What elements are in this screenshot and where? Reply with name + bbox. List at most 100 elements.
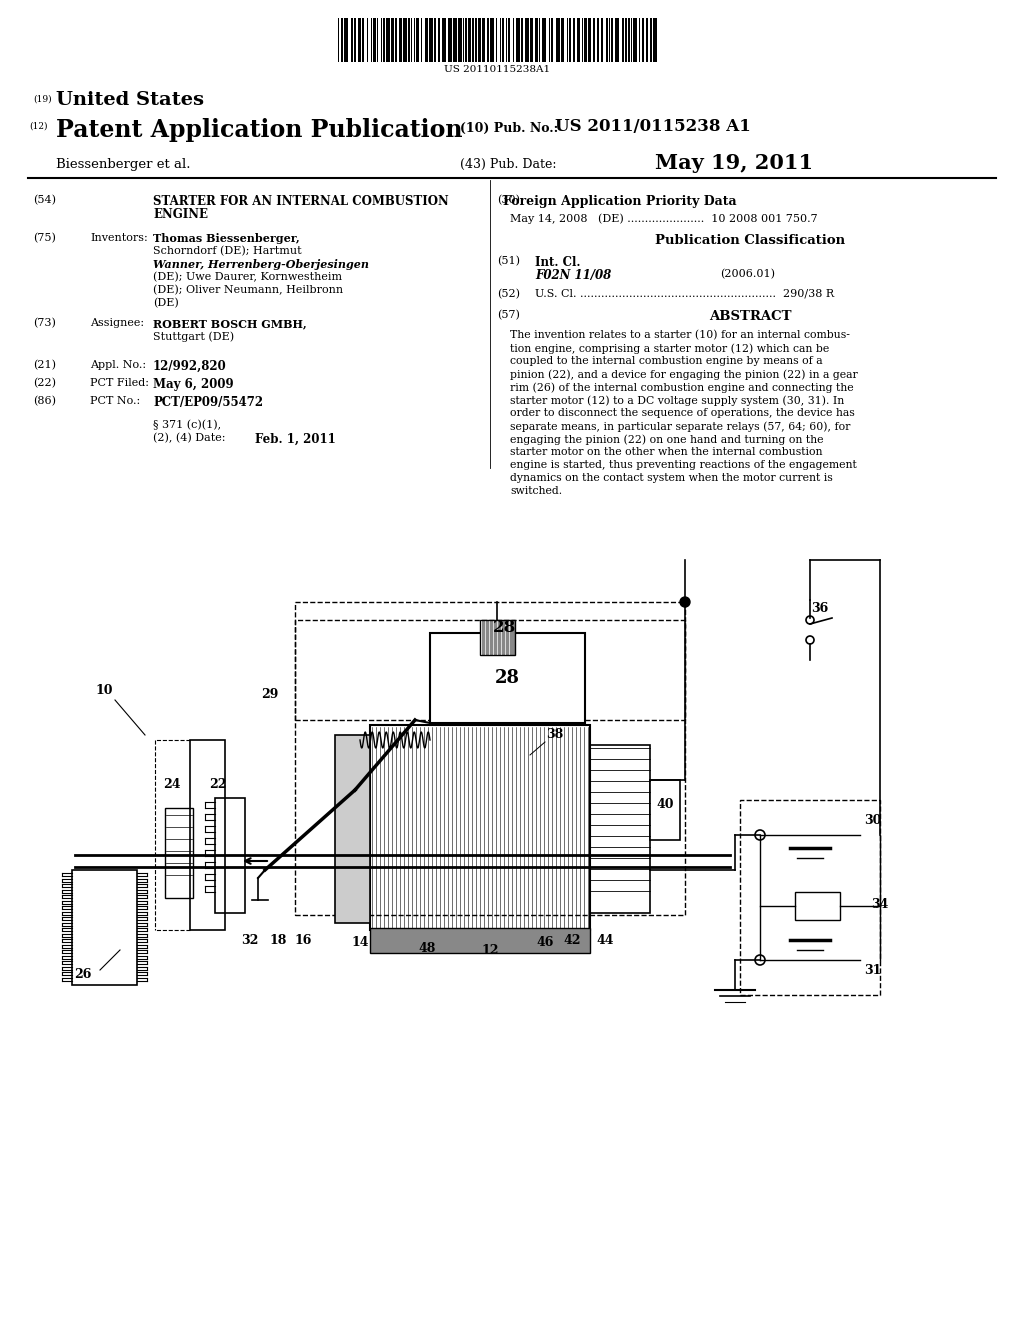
Bar bbox=[385, 18, 389, 62]
Text: 12/992,820: 12/992,820 bbox=[153, 360, 226, 374]
Bar bbox=[350, 18, 352, 62]
Text: Assignee:: Assignee: bbox=[90, 318, 144, 327]
Text: separate means, in particular separate relays (57, 64; 60), for: separate means, in particular separate r… bbox=[510, 421, 850, 432]
Bar bbox=[482, 18, 485, 62]
Bar bbox=[573, 18, 574, 62]
Text: starter motor on the other when the internal combustion: starter motor on the other when the inte… bbox=[510, 447, 822, 457]
Bar bbox=[611, 18, 612, 62]
Text: (75): (75) bbox=[33, 234, 56, 243]
Circle shape bbox=[350, 785, 360, 795]
Bar bbox=[165, 808, 193, 898]
Bar bbox=[367, 18, 368, 62]
Text: (30): (30) bbox=[497, 195, 520, 206]
Bar bbox=[429, 18, 433, 62]
Bar bbox=[502, 18, 504, 62]
Bar bbox=[190, 741, 225, 931]
Text: tion engine, comprising a starter motor (12) which can be: tion engine, comprising a starter motor … bbox=[510, 343, 829, 354]
Bar bbox=[555, 18, 559, 62]
Text: Stuttgart (DE): Stuttgart (DE) bbox=[153, 331, 234, 342]
Text: pinion (22), and a device for engaging the pinion (22) in a gear: pinion (22), and a device for engaging t… bbox=[510, 370, 858, 380]
Bar bbox=[442, 18, 446, 62]
Bar bbox=[569, 18, 571, 62]
Text: Biessenberger et al.: Biessenberger et al. bbox=[56, 158, 190, 172]
Text: starter motor (12) to a DC voltage supply system (30, 31). In: starter motor (12) to a DC voltage suppl… bbox=[510, 395, 844, 405]
Text: (DE): (DE) bbox=[153, 298, 179, 309]
Bar bbox=[371, 18, 372, 62]
Bar bbox=[373, 18, 376, 62]
Bar bbox=[539, 18, 540, 62]
Bar bbox=[434, 18, 435, 62]
Text: PCT Filed:: PCT Filed: bbox=[90, 378, 150, 388]
Bar bbox=[465, 18, 467, 62]
Text: May 19, 2011: May 19, 2011 bbox=[655, 153, 813, 173]
Text: ENGINE: ENGINE bbox=[153, 209, 208, 220]
Text: The invention relates to a starter (10) for an internal combus-: The invention relates to a starter (10) … bbox=[510, 330, 850, 341]
Text: coupled to the internal combustion engine by means of a: coupled to the internal combustion engin… bbox=[510, 356, 822, 366]
Bar bbox=[335, 735, 370, 923]
Bar bbox=[394, 18, 396, 62]
Text: 31: 31 bbox=[864, 964, 882, 977]
Bar bbox=[403, 18, 407, 62]
Bar bbox=[496, 18, 497, 62]
Bar bbox=[530, 18, 534, 62]
Text: 36: 36 bbox=[811, 602, 828, 615]
Bar bbox=[381, 18, 382, 62]
Text: US 2011/0115238 A1: US 2011/0115238 A1 bbox=[555, 117, 751, 135]
Circle shape bbox=[680, 597, 690, 607]
Text: 30: 30 bbox=[864, 813, 882, 826]
Bar bbox=[652, 18, 656, 62]
Text: 44: 44 bbox=[596, 933, 613, 946]
Bar bbox=[516, 18, 520, 62]
Text: Publication Classification: Publication Classification bbox=[655, 234, 845, 247]
Text: 40: 40 bbox=[656, 799, 674, 812]
Text: 28: 28 bbox=[493, 619, 516, 636]
Text: 26: 26 bbox=[75, 969, 92, 982]
Bar bbox=[399, 18, 401, 62]
Bar bbox=[408, 18, 410, 62]
Text: 14: 14 bbox=[351, 936, 369, 949]
Text: 46: 46 bbox=[537, 936, 554, 949]
Text: (2006.01): (2006.01) bbox=[720, 269, 775, 280]
Text: PCT/EP09/55472: PCT/EP09/55472 bbox=[153, 396, 263, 409]
Text: 12: 12 bbox=[481, 944, 499, 957]
Bar bbox=[295, 620, 685, 915]
Bar bbox=[438, 18, 439, 62]
Bar bbox=[740, 800, 880, 995]
Text: F02N 11/08: F02N 11/08 bbox=[535, 269, 611, 282]
Text: Appl. No.:: Appl. No.: bbox=[90, 360, 146, 370]
Bar bbox=[588, 18, 591, 62]
Bar bbox=[390, 18, 393, 62]
Text: 48: 48 bbox=[419, 941, 435, 954]
Text: Patent Application Publication: Patent Application Publication bbox=[56, 117, 463, 143]
Text: engaging the pinion (22) on one hand and turning on the: engaging the pinion (22) on one hand and… bbox=[510, 434, 823, 445]
Bar bbox=[590, 744, 650, 913]
Bar bbox=[542, 18, 546, 62]
Bar bbox=[475, 18, 476, 62]
Text: 28: 28 bbox=[495, 669, 519, 686]
Text: ROBERT BOSCH GMBH,: ROBERT BOSCH GMBH, bbox=[153, 318, 307, 329]
Bar bbox=[468, 18, 470, 62]
Text: order to disconnect the sequence of operations, the device has: order to disconnect the sequence of oper… bbox=[510, 408, 855, 418]
Bar bbox=[561, 18, 564, 62]
Text: U.S. Cl. ........................................................  290/38 R: U.S. Cl. ...............................… bbox=[535, 289, 835, 300]
Text: Schorndorf (DE); Hartmut: Schorndorf (DE); Hartmut bbox=[153, 246, 302, 256]
Text: (21): (21) bbox=[33, 360, 56, 371]
Text: Inventors:: Inventors: bbox=[90, 234, 147, 243]
Text: 34: 34 bbox=[871, 899, 889, 912]
Bar bbox=[425, 18, 427, 62]
Text: 22: 22 bbox=[209, 779, 226, 792]
Text: (DE); Oliver Neumann, Heilbronn: (DE); Oliver Neumann, Heilbronn bbox=[153, 285, 343, 296]
Text: 42: 42 bbox=[563, 933, 581, 946]
Bar bbox=[472, 18, 473, 62]
Text: (12): (12) bbox=[29, 121, 47, 131]
Text: 24: 24 bbox=[163, 779, 181, 792]
Bar bbox=[416, 18, 419, 62]
Bar bbox=[489, 18, 494, 62]
Bar bbox=[383, 18, 384, 62]
Bar bbox=[628, 18, 630, 62]
Text: (73): (73) bbox=[33, 318, 56, 329]
Bar bbox=[411, 18, 412, 62]
Bar bbox=[357, 18, 360, 62]
Text: rim (26) of the internal combustion engine and connecting the: rim (26) of the internal combustion engi… bbox=[510, 381, 854, 392]
Text: (2), (4) Date:: (2), (4) Date: bbox=[153, 433, 225, 444]
